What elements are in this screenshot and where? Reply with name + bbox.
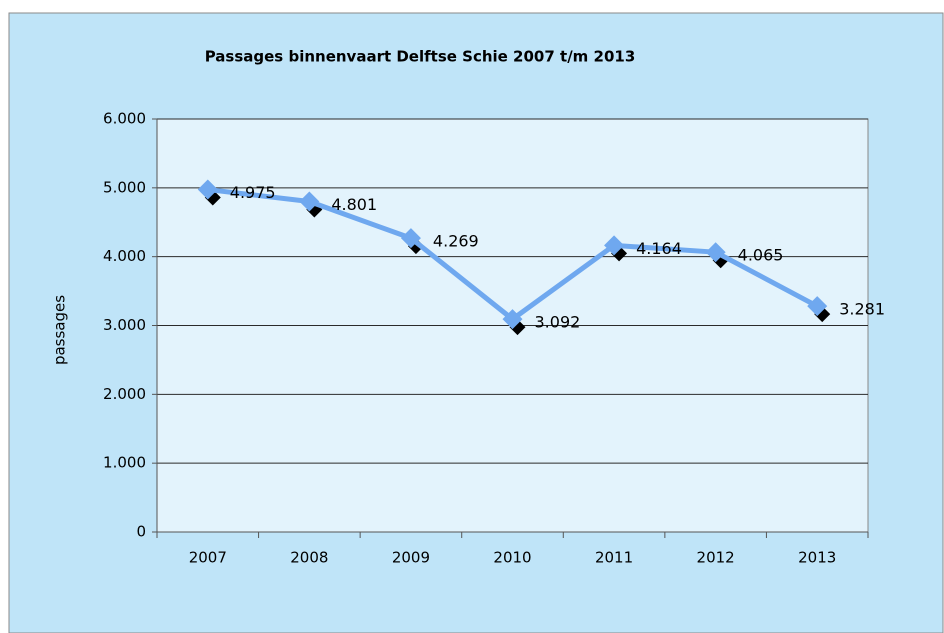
- x-tick-label: 2008: [290, 549, 328, 567]
- y-tick-label: 3.000: [103, 316, 146, 334]
- x-tick-label: 2012: [697, 549, 735, 567]
- x-tick-label: 2011: [595, 549, 633, 567]
- y-axis-title: passages: [51, 295, 69, 365]
- y-tick-label: 0: [136, 523, 146, 541]
- marker: [705, 242, 726, 263]
- x-tick-label: 2010: [493, 549, 531, 567]
- y-tick-label: 4.000: [103, 247, 146, 265]
- data-label: 4.164: [636, 239, 682, 258]
- chart-title: Passages binnenvaart Delftse Schie 2007 …: [205, 48, 636, 66]
- y-tick-label: 1.000: [103, 454, 146, 472]
- marker: [807, 296, 828, 317]
- data-label: 4.801: [331, 195, 377, 214]
- x-tick-label: 2007: [189, 549, 227, 567]
- y-tick-label: 5.000: [103, 178, 146, 196]
- data-label: 3.092: [535, 313, 581, 332]
- marker: [604, 235, 625, 256]
- data-label: 4.065: [738, 246, 784, 265]
- marker: [502, 309, 523, 330]
- x-tick-label: 2009: [392, 549, 430, 567]
- data-label: 3.281: [839, 300, 885, 319]
- marker: [299, 191, 320, 212]
- x-tick-label: 2013: [798, 549, 836, 567]
- marker: [400, 228, 421, 249]
- marker: [197, 179, 218, 200]
- data-label: 4.975: [230, 183, 276, 202]
- data-label: 4.269: [433, 232, 479, 251]
- y-tick-label: 2.000: [103, 385, 146, 403]
- y-tick-label: 6.000: [103, 110, 146, 128]
